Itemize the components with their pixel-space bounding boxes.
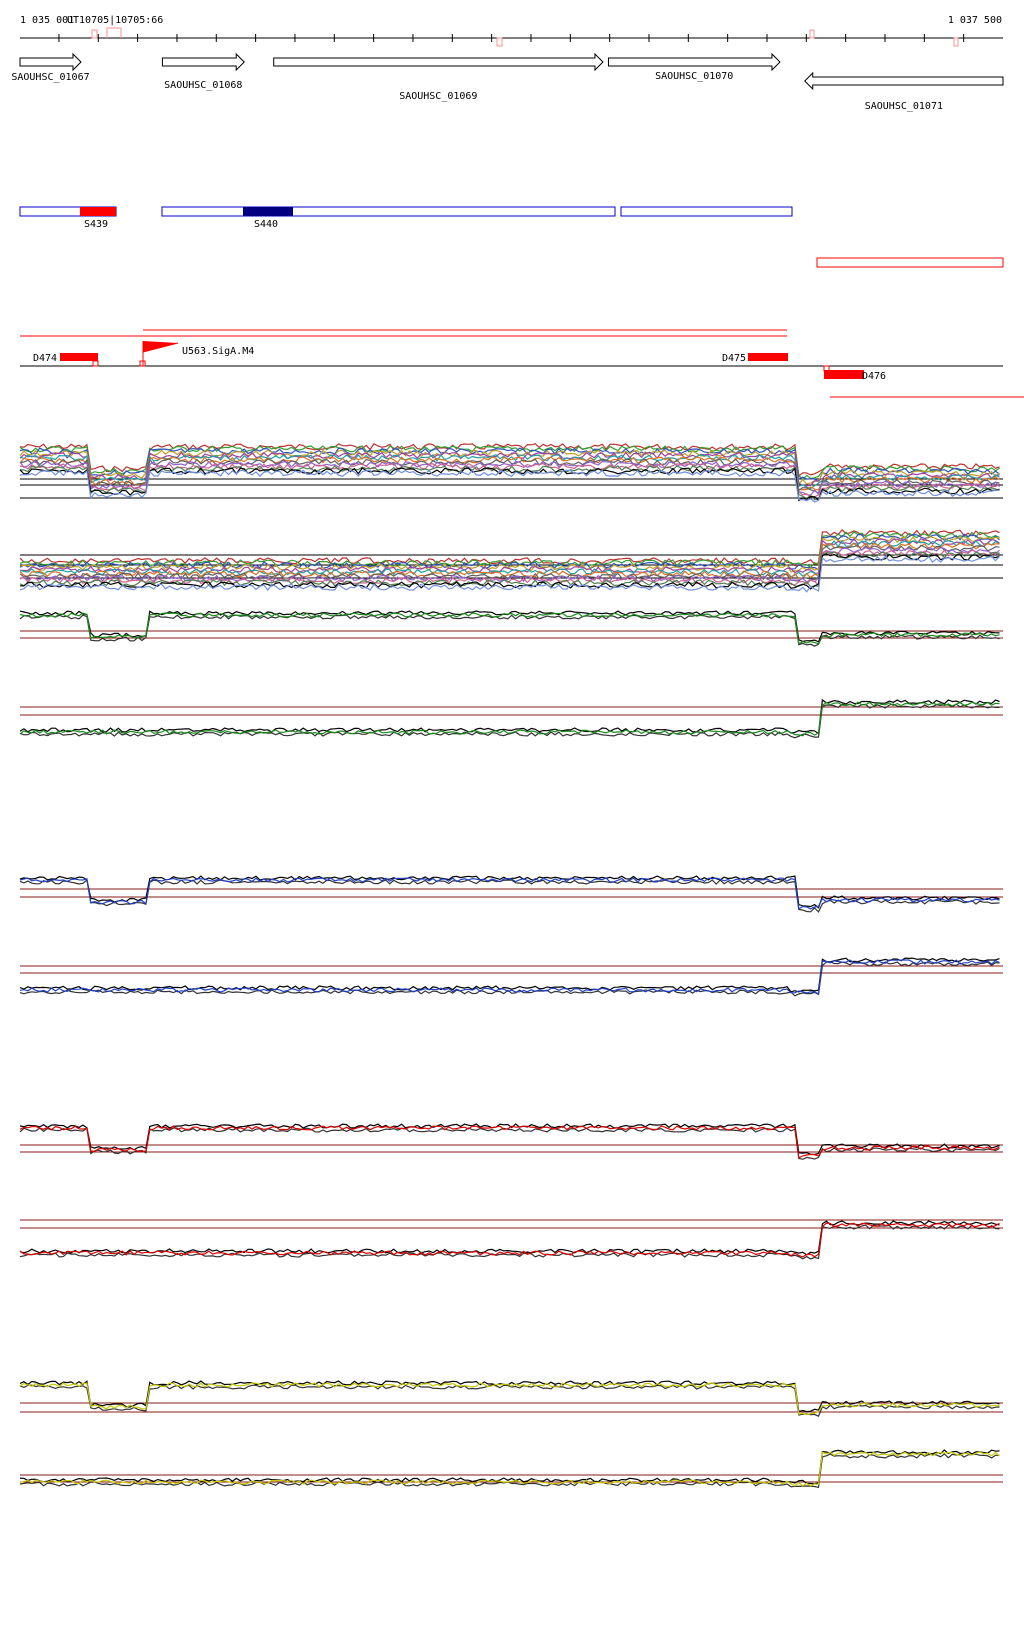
ruler-end-label: 1 037 500 — [948, 15, 1002, 26]
ruler-marker — [496, 37, 503, 47]
series-line-11 — [19, 551, 1000, 588]
gene-arrow — [161, 52, 245, 72]
series-line-5 — [19, 451, 1000, 487]
series-line-1 — [19, 698, 1000, 735]
ruler-marker — [91, 29, 98, 39]
gene-label: SAOUHSC_01071 — [865, 101, 943, 112]
coordinate-ruler: 1 035 001 1 037 500 UT10705|10705:66 — [20, 15, 1003, 47]
promoter-marker — [139, 360, 146, 367]
segment-label-s439: S439 — [84, 219, 108, 230]
series-line-2 — [19, 445, 1000, 481]
series-line-1 — [19, 1123, 1000, 1156]
series-line-2 — [19, 614, 1000, 647]
gene-arrow — [804, 71, 1004, 91]
series-line-3 — [19, 612, 1000, 645]
series-line-2 — [19, 1453, 1000, 1489]
segment-box — [161, 206, 616, 217]
ruler-marker — [809, 29, 815, 39]
gene-label: SAOUHSC_01067 — [11, 72, 89, 83]
gene-arrow — [607, 52, 781, 72]
promoter-label: U563.SigA.M4 — [182, 346, 254, 357]
expression-panel-8 — [19, 1219, 1003, 1260]
series-line-3 — [19, 1125, 1000, 1159]
series-line-13 — [19, 555, 1000, 593]
ruler-overlap-label: UT10705|10705:66 — [67, 15, 163, 26]
expression-panel-1 — [19, 443, 1003, 503]
series-line-1 — [19, 1380, 1000, 1413]
dir-block-d474 — [60, 353, 98, 361]
series-line-2 — [19, 961, 1000, 997]
expression-panel-9 — [19, 1380, 1003, 1418]
series-line-11 — [19, 465, 1000, 501]
series-line-3 — [19, 877, 1000, 910]
ruler-markers — [91, 27, 959, 47]
series-line-2 — [19, 1224, 1000, 1260]
series-line-2 — [19, 1127, 1000, 1160]
series-line-12 — [19, 553, 1000, 590]
dir-marker — [823, 365, 830, 372]
gene-arrow — [19, 52, 82, 72]
series-line-9 — [19, 460, 1000, 496]
ruler-ticks — [58, 34, 965, 42]
expression-panel-7 — [19, 1123, 1003, 1160]
expression-panel-2 — [19, 529, 1003, 593]
series-line-3 — [19, 1451, 1000, 1487]
segment-s440 — [243, 207, 293, 216]
series-line-1 — [19, 443, 1000, 478]
series-line-1 — [19, 957, 1000, 993]
series-line-2 — [19, 531, 1000, 569]
series-line-7 — [19, 455, 1000, 491]
ruler-marker — [953, 37, 959, 47]
segment-box-reverse — [816, 257, 1004, 268]
series-line-2 — [19, 1384, 1000, 1418]
gene-label: SAOUHSC_01069 — [399, 91, 477, 102]
segment-box — [620, 206, 793, 217]
series-line-1 — [19, 1449, 1000, 1485]
series-line-1 — [19, 610, 1000, 643]
series-line-4 — [19, 535, 1000, 573]
series-line-3 — [19, 701, 1000, 737]
gene-track: SAOUHSC_01067 SAOUHSC_01068 SAOUHSC_01069 S… — [11, 52, 1004, 112]
gene-arrow — [273, 52, 604, 72]
series-line-1 — [19, 875, 1000, 909]
dir-label-d474: D474 — [33, 353, 57, 364]
segment-label-s440: S440 — [254, 219, 278, 230]
expression-panels — [19, 443, 1003, 1489]
dir-label-d476: D476 — [862, 371, 886, 382]
dir-block-d475 — [748, 353, 788, 361]
series-line-6 — [19, 539, 1000, 578]
segment-s439 — [80, 207, 116, 216]
promoter-label-leader — [142, 342, 179, 353]
expression-panel-5 — [19, 875, 1003, 913]
series-line-3 — [19, 1382, 1000, 1416]
series-line-2 — [19, 878, 1000, 913]
series-line-2 — [19, 703, 1000, 739]
dir-label-d475: D475 — [722, 353, 746, 364]
ruler-start-label: 1 035 001 — [20, 15, 74, 26]
series-line-13 — [19, 469, 1000, 503]
expression-panel-3 — [19, 610, 1003, 647]
series-line-8 — [19, 457, 1000, 494]
gene-label: SAOUHSC_01070 — [655, 71, 733, 82]
expression-panel-4 — [19, 698, 1003, 739]
feature-track: D474 D475 D476 U563.SigA.M4 — [20, 329, 1024, 398]
series-line-10 — [19, 462, 1000, 498]
series-line-3 — [19, 959, 1000, 995]
gene-label: SAOUHSC_01068 — [164, 80, 242, 91]
ruler-marker — [106, 27, 122, 38]
series-line-3 — [19, 1222, 1000, 1258]
dir-marker — [92, 360, 99, 367]
segment-track: S439 S440 — [19, 206, 1004, 268]
expression-panel-10 — [19, 1449, 1003, 1489]
series-line-6 — [19, 453, 1000, 490]
expression-panel-6 — [19, 957, 1003, 997]
dir-block-d476 — [824, 370, 864, 379]
series-line-1 — [19, 1220, 1000, 1256]
series-line-1 — [19, 529, 1000, 567]
series-line-8 — [19, 544, 1000, 582]
